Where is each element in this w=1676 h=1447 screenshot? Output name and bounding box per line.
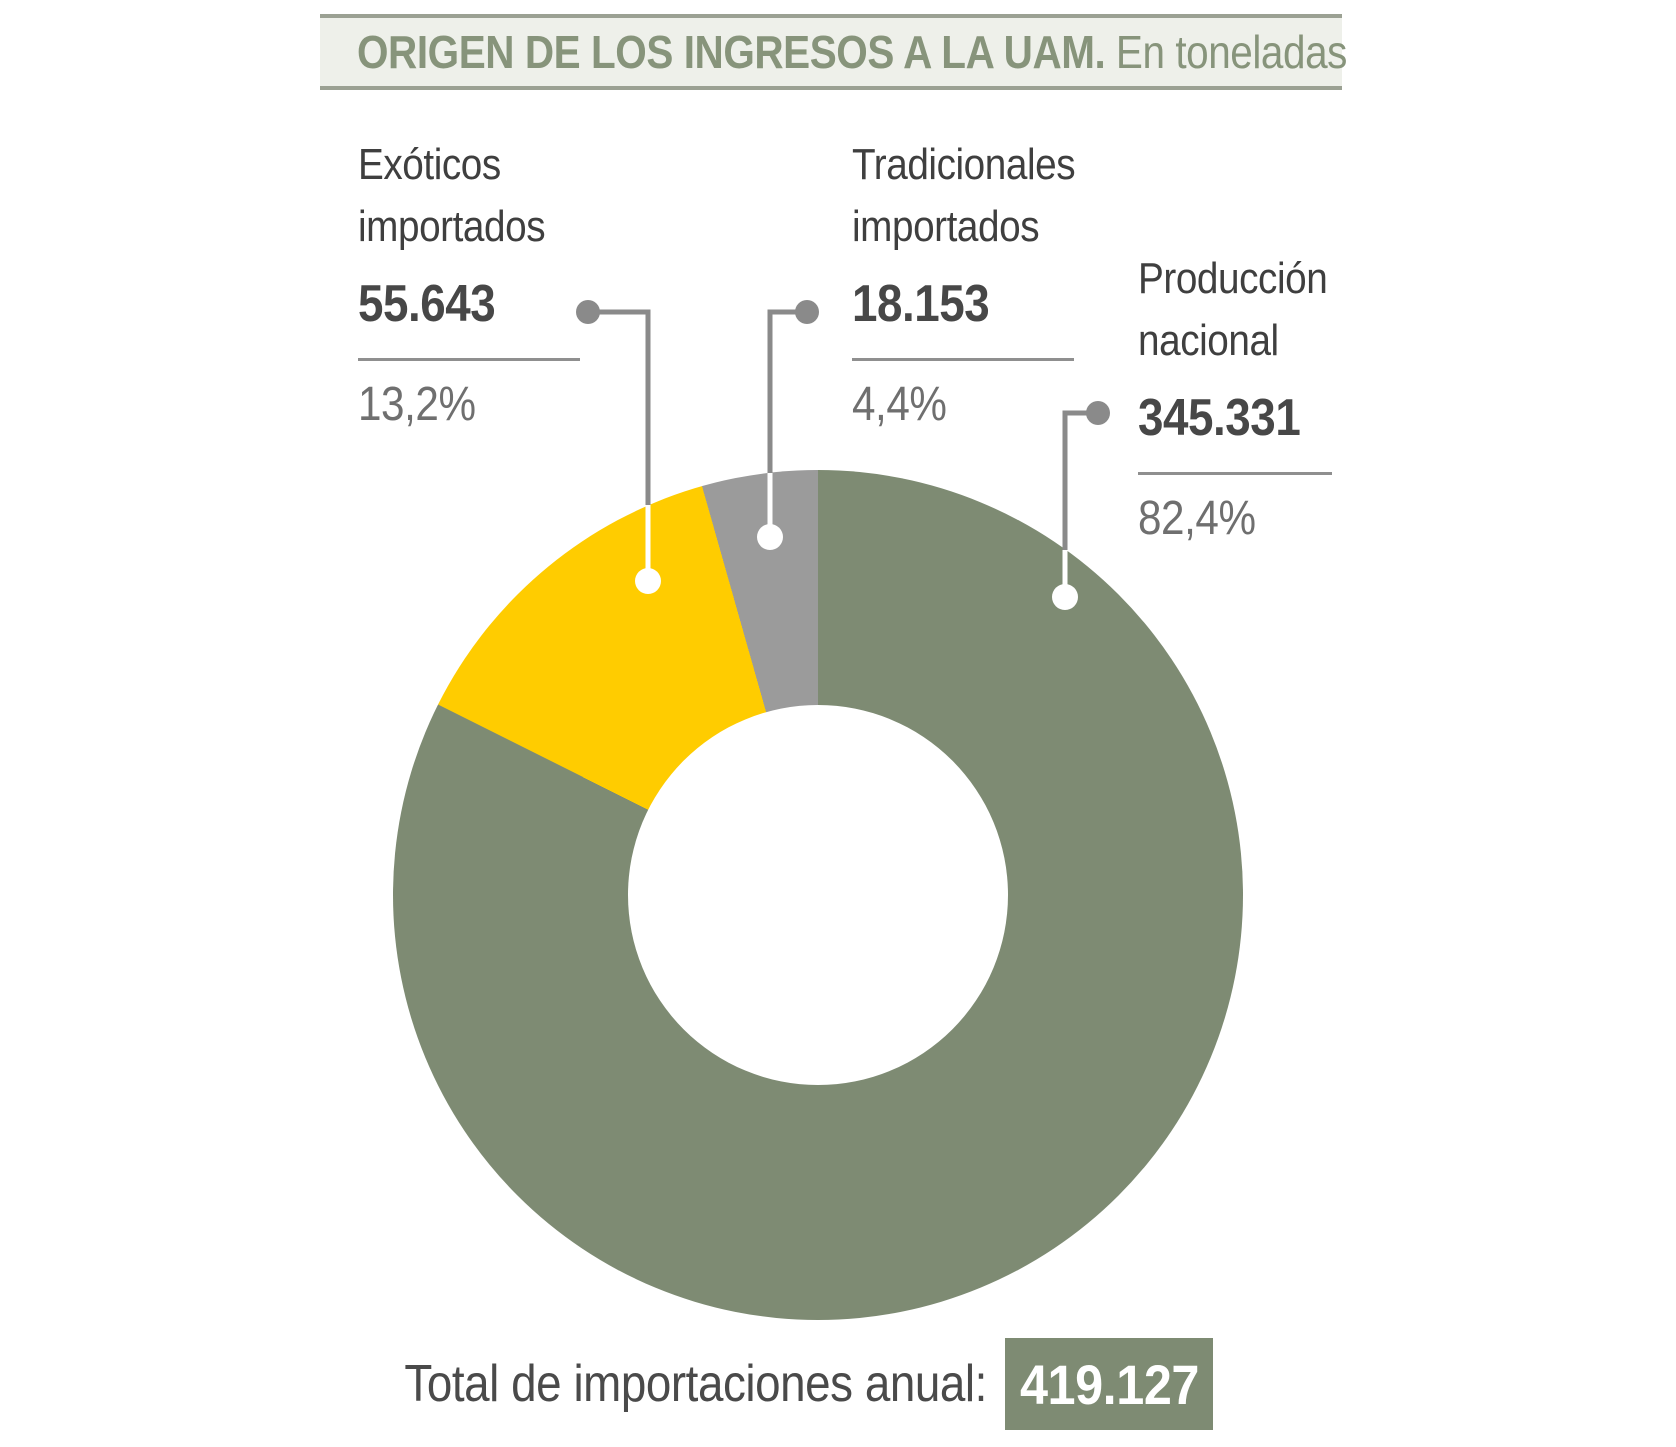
donut-hole [628, 705, 1008, 1085]
chart-header: ORIGEN DE LOS INGRESOS A LA UAM. En tonel… [320, 14, 1347, 90]
callout-divider [358, 358, 580, 361]
callout-exoticos-importados: Exóticos importados 55.643 13,2% [358, 134, 658, 432]
callout-divider [1138, 472, 1332, 475]
connector-exoticos [588, 309, 651, 580]
connector-tradicionales [767, 309, 807, 537]
chart-title-line: ORIGEN DE LOS INGRESOS A LA UAM. En tonel… [357, 25, 1347, 79]
connector-dot-exoticos [576, 300, 600, 324]
callout-label: Tradicionales importados [852, 140, 1076, 251]
chart-title: ORIGEN DE LOS INGRESOS A LA UAM. [357, 26, 1106, 78]
callout-divider [852, 358, 1074, 361]
callout-percent: 13,2% [358, 378, 476, 431]
total-row: Total de importaciones anual: 419.127 [325, 1338, 1213, 1430]
callout-label: Producción nacional [1138, 254, 1328, 365]
callout-value: 55.643 [358, 275, 496, 333]
total-value: 419.127 [1019, 1352, 1199, 1416]
anchor-dot-produccion [1052, 584, 1078, 610]
anchor-dot-tradicionales [757, 524, 783, 550]
total-value-badge: 419.127 [1005, 1338, 1213, 1430]
callout-percent: 82,4% [1138, 492, 1256, 545]
callout-value: 345.331 [1138, 389, 1301, 447]
total-label: Total de importaciones anual: [404, 1355, 988, 1413]
callout-produccion-nacional: Producción nacional 345.331 82,4% [1138, 248, 1438, 546]
callout-percent: 4,4% [852, 378, 947, 431]
chart-subtitle: En toneladas [1115, 26, 1347, 78]
anchor-dot-exoticos [635, 568, 661, 594]
callout-value: 18.153 [852, 275, 990, 333]
connector-dot-produccion [1086, 401, 1110, 425]
connector-dot-tradicionales [795, 300, 819, 324]
callout-label: Exóticos importados [358, 140, 546, 251]
callout-tradicionales-importados: Tradicionales importados 18.153 4,4% [852, 134, 1152, 432]
donut-chart [393, 470, 1243, 1320]
connector-produccion [1062, 410, 1098, 597]
